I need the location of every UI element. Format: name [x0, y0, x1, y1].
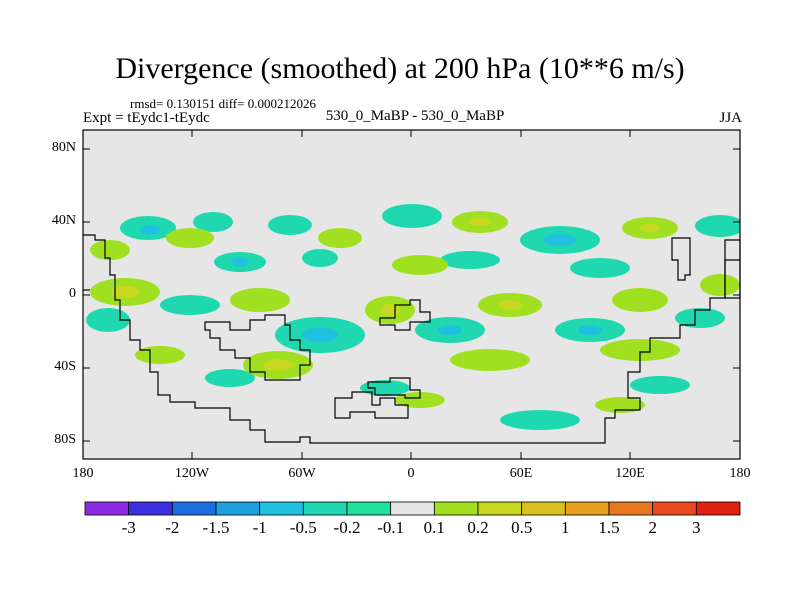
- pos-anomaly: [230, 288, 290, 312]
- colorbar-box: [608, 501, 654, 516]
- colorbar: [84, 501, 741, 516]
- y-tick-label: 40N: [51, 213, 76, 228]
- x-tick-label: 60E: [509, 466, 533, 481]
- coastline: [204, 314, 311, 381]
- colorbar-label: -0.5: [289, 518, 317, 537]
- pos-anomaly: [166, 228, 214, 248]
- neg-core: [578, 325, 602, 335]
- colorbar-label: -3: [121, 518, 136, 537]
- coastline: [334, 391, 409, 419]
- neg-anomaly: [440, 251, 500, 269]
- neg-anomaly: [193, 212, 233, 232]
- plot-title: Divergence (smoothed) at 200 hPa (10**6 …: [115, 52, 685, 85]
- neg-core: [302, 328, 338, 342]
- colorbar-box: [477, 501, 523, 516]
- pos-anomaly: [595, 397, 645, 413]
- pos-core: [263, 359, 293, 371]
- coastline: [379, 299, 431, 331]
- coastline: [671, 237, 691, 281]
- colorbar-label: 1.5: [598, 518, 620, 537]
- coastline: [367, 377, 421, 399]
- colorbar-label: -1: [252, 518, 267, 537]
- colorbar-label: 0.5: [511, 518, 533, 537]
- neg-anomaly: [268, 215, 312, 235]
- pos-anomaly: [450, 349, 530, 371]
- pos-core: [111, 286, 139, 298]
- colorbar-box: [433, 501, 479, 516]
- neg-core: [140, 225, 160, 235]
- season-label: JJA: [719, 110, 742, 126]
- neg-anomaly: [500, 410, 580, 430]
- colorbar-box: [215, 501, 261, 516]
- x-tick-label: 120E: [615, 466, 645, 481]
- pos-anomaly: [600, 339, 680, 361]
- x-tick-label: 0: [407, 466, 415, 481]
- divergence-field: [86, 204, 740, 430]
- neg-anomaly: [302, 249, 338, 267]
- pos-anomaly: [392, 255, 448, 275]
- colorbar-box: [652, 501, 697, 516]
- colorbar-label: 0.1: [423, 518, 445, 537]
- neg-anomaly: [570, 258, 630, 278]
- neg-core: [231, 258, 249, 266]
- pos-anomaly: [90, 240, 130, 260]
- colorbar-box: [84, 501, 130, 516]
- x-tick-label: 60W: [288, 466, 316, 481]
- neg-anomaly: [86, 308, 130, 332]
- neg-anomaly: [382, 204, 442, 228]
- pos-anomaly: [318, 228, 362, 248]
- colorbar-box: [521, 501, 566, 516]
- colorbar-box: [564, 501, 610, 516]
- colorbar-label: 2: [648, 518, 657, 537]
- colorbar-box: [390, 501, 435, 516]
- axis-ticks: [83, 130, 740, 459]
- colorbar-label: 3: [692, 518, 701, 537]
- stats-line: rmsd= 0.130151 diff= 0.000212026: [130, 96, 316, 111]
- pos-anomaly: [135, 346, 185, 364]
- colorbar-box: [259, 501, 304, 516]
- y-tick-label: 80S: [54, 432, 76, 447]
- comparison-line: 530_0_MaBP - 530_0_MaBP: [325, 108, 505, 124]
- colorbar-box: [171, 501, 217, 516]
- pos-anomaly: [395, 392, 445, 408]
- neg-core: [544, 234, 576, 246]
- experiment-line: Expt = tEydc1-tEydc: [83, 110, 210, 126]
- colorbar-label: -0.1: [377, 518, 405, 537]
- neg-anomaly: [695, 215, 740, 237]
- colorbar-label: 1: [561, 518, 570, 537]
- colorbar-box: [302, 501, 348, 516]
- pos-core: [380, 304, 400, 316]
- colorbar-box: [346, 501, 392, 516]
- pos-anomaly: [700, 274, 740, 296]
- colorbar-box: [695, 501, 741, 516]
- neg-anomaly: [630, 376, 690, 394]
- pos-core: [640, 224, 660, 232]
- y-tick-label: 40S: [54, 359, 76, 374]
- coastlines: [83, 234, 741, 444]
- colorbar-label: 0.2: [467, 518, 489, 537]
- neg-core: [438, 325, 462, 335]
- colorbar-label: -1.5: [202, 518, 230, 537]
- neg-anomaly: [160, 295, 220, 315]
- colorbar-label: -0.2: [333, 518, 361, 537]
- y-tick-label: 80N: [51, 140, 76, 155]
- y-tick-label: 0: [69, 286, 76, 301]
- pos-core: [470, 218, 490, 226]
- colorbar-box: [128, 501, 173, 516]
- neg-anomaly: [205, 369, 255, 387]
- coastline: [83, 234, 740, 444]
- x-tick-label: 120W: [174, 466, 210, 481]
- colorbar-label: -2: [165, 518, 180, 537]
- pos-anomaly: [612, 288, 668, 312]
- x-tick-label: 180: [729, 466, 751, 481]
- neg-anomaly: [675, 308, 725, 328]
- pos-core: [498, 300, 522, 310]
- x-tick-label: 180: [72, 466, 94, 481]
